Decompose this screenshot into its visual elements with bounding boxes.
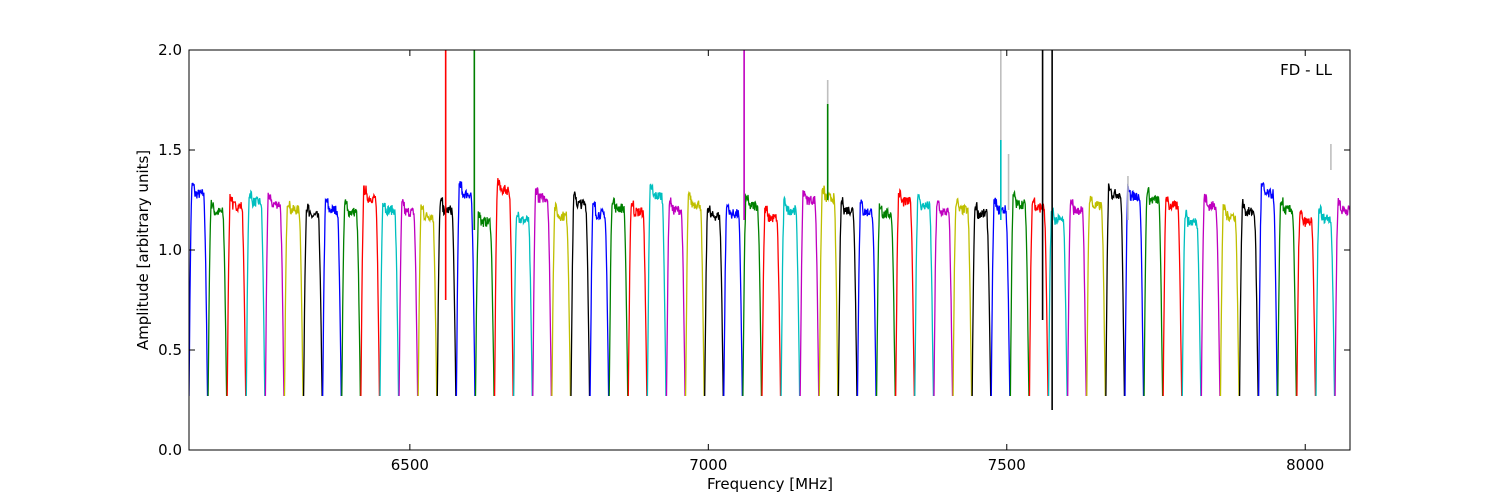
band-line-39: [933, 200, 954, 397]
band-line-19: [551, 201, 572, 397]
band-line-14: [455, 181, 476, 397]
band-line-54: [1219, 204, 1240, 397]
band-line-41: [971, 202, 992, 397]
band-line-48: [1105, 183, 1126, 397]
band-line-53: [1200, 193, 1221, 397]
band-line-0: [189, 182, 209, 397]
band-line-31: [780, 195, 801, 397]
band-line-37: [895, 187, 915, 397]
series-layer: [189, 178, 1350, 397]
band-line-2: [226, 193, 247, 397]
band-line-44: [1028, 197, 1049, 397]
band-line-17: [513, 211, 533, 397]
band-line-26: [684, 190, 705, 397]
band-line-43: [1009, 189, 1030, 397]
y-tick-label: 0.5: [158, 341, 182, 359]
band-line-27: [704, 205, 724, 397]
band-line-36: [875, 203, 896, 397]
band-line-51: [1162, 196, 1183, 397]
band-line-1: [207, 199, 228, 397]
band-line-24: [646, 183, 667, 397]
band-line-46: [1067, 199, 1087, 397]
band-line-6: [302, 203, 323, 397]
band-line-23: [627, 200, 648, 397]
band-line-59: [1315, 203, 1336, 397]
band-line-52: [1181, 209, 1202, 397]
x-tick-label: 6500: [391, 456, 429, 474]
band-line-20: [570, 191, 591, 397]
band-line-18: [532, 187, 552, 397]
band-line-34: [837, 197, 858, 397]
band-line-28: [723, 202, 743, 397]
band-line-15: [474, 211, 495, 397]
band-line-11: [398, 199, 419, 397]
y-axis-label: Amplitude [arbitrary units]: [134, 150, 152, 350]
band-line-47: [1086, 195, 1106, 397]
y-tick-label: 1.0: [158, 241, 182, 259]
band-line-13: [436, 197, 457, 397]
band-line-4: [264, 192, 285, 397]
band-line-29: [742, 193, 763, 397]
band-line-12: [417, 204, 438, 397]
band-line-25: [665, 197, 686, 397]
band-line-38: [914, 193, 935, 397]
band-line-58: [1296, 209, 1317, 397]
x-tick-label: 8000: [1286, 456, 1324, 474]
band-line-56: [1258, 181, 1278, 397]
x-tick-label: 7000: [689, 456, 727, 474]
band-line-60: [1334, 197, 1350, 397]
band-line-22: [608, 196, 629, 397]
band-line-50: [1143, 187, 1164, 397]
band-line-7: [322, 197, 342, 397]
band-line-35: [856, 199, 877, 397]
band-line-32: [799, 190, 820, 397]
band-line-21: [589, 200, 610, 397]
band-line-3: [245, 189, 266, 397]
band-line-16: [493, 178, 514, 397]
band-line-8: [341, 199, 361, 397]
y-tick-label: 2.0: [158, 41, 182, 59]
x-tick-label: 7500: [988, 456, 1026, 474]
band-line-9: [360, 185, 381, 397]
band-line-33: [818, 185, 839, 397]
panel-annotation: FD - LL: [1280, 61, 1332, 79]
band-line-5: [283, 200, 304, 397]
spike-layer: [444, 50, 1332, 410]
band-line-30: [761, 205, 782, 397]
band-line-10: [379, 202, 400, 397]
band-line-55: [1238, 198, 1259, 397]
band-line-40: [952, 197, 973, 397]
y-tick-label: 1.5: [158, 141, 182, 159]
x-axis-label: Frequency [MHz]: [707, 475, 833, 493]
band-line-57: [1277, 197, 1297, 397]
tick-layer: 6500 7000 7500 8000 0.0 0.5 1.0 1.5 2.0: [158, 41, 1350, 474]
y-tick-label: 0.0: [158, 441, 182, 459]
